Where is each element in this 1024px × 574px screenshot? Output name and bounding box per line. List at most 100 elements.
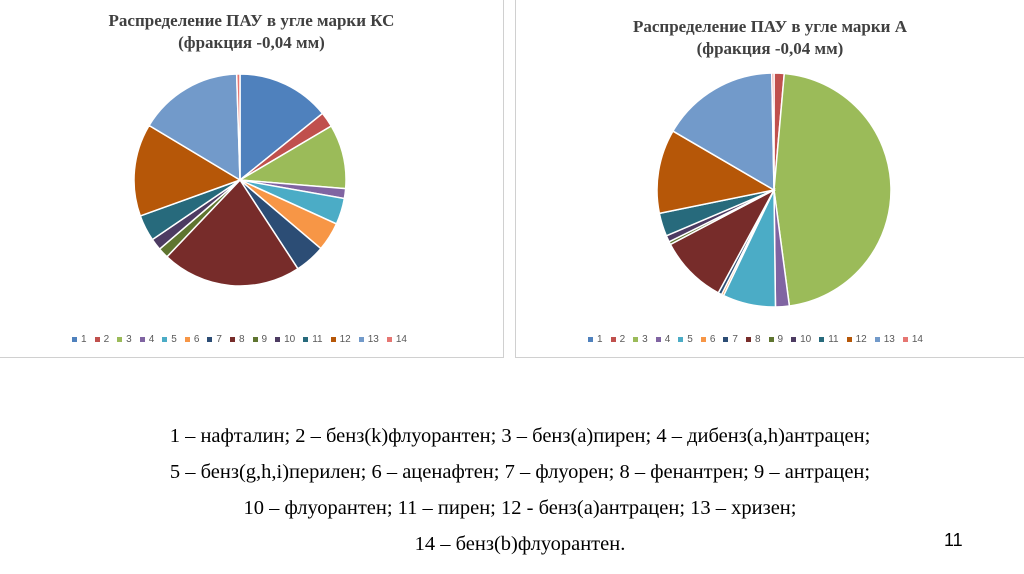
- legend-label: 5: [171, 334, 177, 345]
- legend-item-11: 11: [303, 334, 323, 345]
- chart-panel-a: Распределение ПАУ в угле марки А (фракци…: [515, 0, 1024, 358]
- pie-slice-3: [773, 72, 892, 307]
- legend-swatch: [358, 337, 364, 342]
- legend-item-8: 8: [745, 334, 761, 345]
- legend-label: 8: [238, 334, 245, 345]
- legend-swatch: [846, 337, 852, 342]
- chart-subtitle-line: (фракция -0,04 мм): [178, 33, 325, 52]
- legend-swatch: [633, 337, 639, 342]
- legend-item-5: 5: [678, 334, 693, 345]
- legend-label: 5: [687, 334, 693, 345]
- pie-slice-14: [235, 73, 241, 181]
- legend-item-9: 9: [252, 334, 268, 345]
- legend-item-6: 6: [700, 334, 716, 345]
- caption-line-1: 1 – нафталин; 2 – бенз(k)флуорантен; 3 –…: [169, 425, 871, 447]
- legend-item-7: 7: [723, 334, 738, 345]
- legend-label: 1: [81, 334, 87, 345]
- legend-item-3: 3: [117, 334, 132, 345]
- legend-swatch: [229, 337, 235, 342]
- chart-title-ks: Распределение ПАУ в угле марки КС (фракц…: [0, 10, 503, 54]
- legend-label: 1: [597, 334, 603, 345]
- legend-swatch: [386, 337, 392, 342]
- caption-line-4: 14 – бенз(b)флуорантен.: [414, 533, 626, 555]
- legend-item-1: 1: [72, 334, 87, 345]
- legend-label: 3: [642, 334, 648, 345]
- legend-label: 9: [777, 334, 784, 345]
- legend-item-1: 1: [588, 334, 603, 345]
- legend-swatch: [162, 337, 168, 342]
- legend-swatch: [184, 337, 190, 342]
- legend-label: 2: [103, 334, 110, 345]
- legend-item-12: 12: [330, 334, 351, 345]
- legend-item-9: 9: [768, 334, 784, 345]
- legend-swatch: [252, 337, 258, 342]
- legend-swatch: [588, 337, 593, 342]
- legend-label: 7: [732, 334, 738, 345]
- legend-swatch: [768, 337, 774, 342]
- legend-swatch: [874, 337, 880, 342]
- legend-item-6: 6: [184, 334, 200, 345]
- legend-label: 12: [855, 334, 867, 345]
- legend-swatch: [723, 337, 729, 342]
- legend-item-3: 3: [633, 334, 648, 345]
- legend-label: 14: [911, 334, 923, 345]
- legend-swatch: [902, 337, 908, 342]
- legend-label: 2: [619, 334, 626, 345]
- chart-subtitle-line: (фракция -0,04 мм): [696, 39, 844, 58]
- chart-panel-ks: Распределение ПАУ в угле марки КС (фракц…: [0, 0, 504, 358]
- caption-line-3: 10 – флуорантен; 11 – пирен; 12 - бенз(a…: [243, 497, 797, 519]
- chart-title-a: Распределение ПАУ в угле марки А (фракци…: [516, 16, 1024, 60]
- legend-swatch: [117, 337, 123, 342]
- legend-swatch: [275, 337, 281, 342]
- legend-item-13: 13: [358, 334, 379, 345]
- legend-label: 11: [312, 334, 323, 345]
- legend-swatch: [330, 337, 336, 342]
- legend-swatch: [303, 337, 309, 342]
- legend-label: 4: [664, 334, 671, 345]
- legend-label: 10: [800, 334, 812, 345]
- legend-swatch: [700, 337, 706, 342]
- legend-label: 11: [828, 334, 839, 345]
- legend-swatch: [819, 337, 825, 342]
- legend-label: 12: [339, 334, 351, 345]
- legend-item-14: 14: [386, 334, 407, 345]
- legend-item-2: 2: [94, 334, 110, 345]
- legend-item-4: 4: [655, 334, 671, 345]
- legend-swatch: [94, 337, 100, 342]
- legend-label: 14: [395, 334, 407, 345]
- legend-swatch: [139, 337, 145, 342]
- page-number: 11: [944, 530, 963, 550]
- legend-item-2: 2: [610, 334, 626, 345]
- legend-swatch: [610, 337, 616, 342]
- legend-item-12: 12: [846, 334, 867, 345]
- caption-line-2: 5 – бенз(g,h,i)перилен; 6 – аценафтен; 7…: [169, 461, 871, 483]
- legend-a: 1 2 3 4 5 6 7 8 9 10 11 12 13 14: [588, 334, 931, 345]
- legend-ks: 1 2 3 4 5 6 7 8 9 10 11 12 13 14: [72, 334, 415, 345]
- legend-label: 6: [193, 334, 200, 345]
- legend-caption: 1 – нафталин; 2 – бенз(k)флуорантен; 3 –…: [60, 418, 980, 562]
- legend-item-5: 5: [162, 334, 177, 345]
- legend-label: 10: [284, 334, 296, 345]
- legend-item-7: 7: [207, 334, 222, 345]
- legend-item-4: 4: [139, 334, 155, 345]
- legend-label: 13: [367, 334, 379, 345]
- legend-item-8: 8: [229, 334, 245, 345]
- legend-swatch: [655, 337, 661, 342]
- legend-item-14: 14: [902, 334, 923, 345]
- pie-slice-13: [671, 72, 775, 192]
- pie-slice-13: [148, 73, 241, 182]
- legend-item-13: 13: [874, 334, 895, 345]
- legend-swatch: [72, 337, 77, 342]
- pie-slice-1: [239, 73, 324, 182]
- chart-title-line: Распределение ПАУ в угле марки КС: [108, 11, 395, 30]
- pie-slice-12: [133, 124, 242, 217]
- chart-title-line: Распределение ПАУ в угле марки А: [632, 17, 907, 36]
- legend-label: 4: [148, 334, 155, 345]
- legend-swatch: [678, 337, 684, 342]
- legend-item-11: 11: [819, 334, 839, 345]
- legend-label: 6: [709, 334, 716, 345]
- pie-chart-ks: [133, 73, 347, 287]
- legend-label: 9: [261, 334, 268, 345]
- legend-label: 8: [754, 334, 761, 345]
- legend-label: 3: [126, 334, 132, 345]
